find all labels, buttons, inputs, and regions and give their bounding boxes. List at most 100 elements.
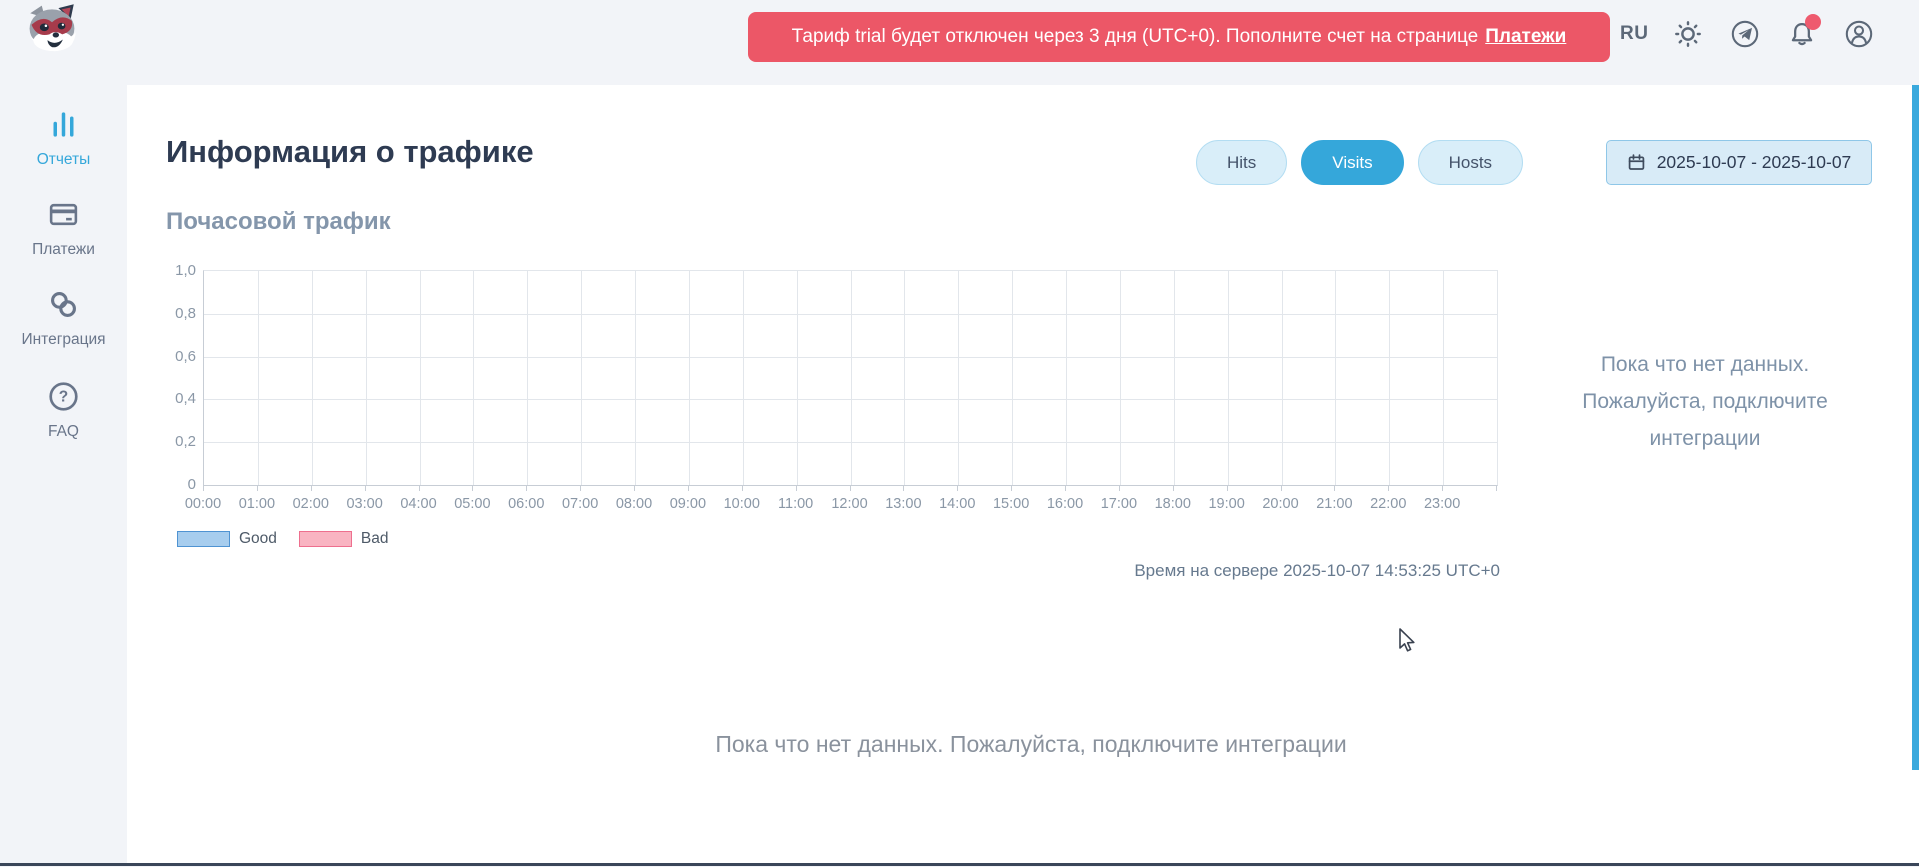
chart-legend: Good Bad [177,530,389,548]
sidebar-item-label: Отчеты [36,151,91,168]
x-axis-tick-label: 06:00 [508,496,545,512]
metric-tabs: Hits Visits Hosts [1196,140,1524,185]
raccoon-logo[interactable] [20,3,84,63]
date-range-picker[interactable]: 2025-10-07 - 2025-10-07 [1606,140,1872,185]
x-axis-tick-mark [1226,485,1228,491]
chart-empty-message: Пока что нет данных. Пожалуйста, подключ… [1538,346,1872,457]
calendar-icon [1628,154,1644,170]
server-time-label: Время на сервере 2025-10-07 14:53:25 UTC… [1134,561,1500,580]
tab-hosts[interactable]: Hosts [1417,140,1524,185]
sidebar-item-label: Интеграция [21,331,106,348]
gridline-horizontal [204,399,1497,401]
x-axis-tick-label: 08:00 [615,496,653,512]
y-axis-tick-label: 0,4 [175,390,196,408]
sidebar-item-label: FAQ [47,423,79,440]
gridline-horizontal [204,313,1497,315]
sidebar-item-faq[interactable]: ? FAQ [0,380,127,441]
x-axis-tick-mark [1388,485,1390,491]
y-axis-tick-label: 0 [187,476,196,493]
gridline-vertical [1335,271,1337,485]
svg-text:?: ? [59,389,68,406]
x-axis-tick-mark [634,485,635,491]
x-axis-tick-label: 07:00 [561,496,599,512]
x-axis-tick-label: 02:00 [292,496,329,512]
legend-swatch-good [177,531,230,547]
raccoon-logo-icon [29,4,76,52]
x-axis-tick-label: 16:00 [1046,496,1084,512]
gridline-vertical [958,271,960,485]
tab-visits[interactable]: Visits [1301,140,1404,185]
x-axis-tick-mark [364,485,366,491]
profile-icon [1846,20,1873,48]
sidebar: Отчеты Платежи Интеграция? FAQ [0,68,127,867]
x-axis-tick-mark [903,485,905,491]
gridline-vertical [257,271,259,485]
x-axis-tick-mark [1334,485,1336,491]
gridline-horizontal [204,356,1497,358]
profile-button[interactable] [1842,17,1876,51]
trial-warning-text: Тариф trial будет отключен через 3 дня (… [791,26,1479,47]
legend-label: Good [239,530,277,547]
y-axis-tick-label: 1,0 [175,262,196,279]
x-axis-tick-mark [580,485,582,491]
y-axis-tick-label: 0,6 [175,347,196,365]
x-axis-tick-label: 03:00 [346,496,383,512]
payments-link[interactable]: Платежи [1485,26,1567,47]
bottom-divider [0,863,1919,866]
x-axis-tick-mark [741,485,743,491]
x-axis-tick-mark [256,485,258,491]
gridline-vertical [635,271,636,485]
x-axis-tick-mark [849,485,851,491]
gridline-vertical [1443,271,1445,485]
trial-warning-banner: Тариф trial будет отключен через 3 дня (… [748,12,1610,62]
telegram-button[interactable] [1728,17,1762,51]
notifications-button[interactable] [1785,14,1822,51]
legend-item-bad: Bad [298,530,389,548]
x-axis-tick-mark [1118,485,1120,491]
x-axis-tick-label: 10:00 [723,496,760,512]
language-switcher[interactable]: RU [1620,23,1649,44]
page-title: Информация о трафике [166,134,534,169]
gridline-vertical [850,271,852,485]
gridline-vertical [419,271,421,485]
gridline-vertical [904,271,906,485]
x-axis-tick-mark [957,485,959,491]
sidebar-item-интеграция[interactable]: Интеграция [0,288,127,349]
x-axis-tick-label: 22:00 [1370,496,1407,512]
gridline-vertical [1227,271,1229,485]
x-axis-tick-label: 12:00 [831,496,868,512]
integration-icon [47,288,80,326]
x-axis-tick-mark [1172,485,1174,491]
x-axis-tick-mark [418,485,420,491]
sidebar-item-отчеты[interactable]: Отчеты [0,108,127,169]
gridline-vertical [581,271,583,485]
x-axis-tick-label: 13:00 [885,496,922,512]
x-axis-tick-mark [1442,485,1444,491]
x-axis-tick-label: 23:00 [1423,496,1461,512]
x-axis-tick-label: 20:00 [1262,496,1299,512]
telegram-icon [1732,20,1759,48]
x-axis-tick-mark [1065,485,1066,491]
chart-empty-message-text: Пока что нет данных. Пожалуйста, подключ… [1582,353,1828,450]
x-axis-tick-label: 00:00 [184,496,222,512]
x-axis-tick-mark [1011,485,1013,491]
legend-label: Bad [360,530,389,547]
hourly-traffic-chart [203,270,1498,486]
sun-icon [1675,21,1702,47]
x-axis-tick-label: 21:00 [1316,496,1353,512]
scrollbar-thumb[interactable] [1912,85,1919,770]
notification-dot [1805,14,1822,30]
x-axis-tick-label: 11:00 [778,496,814,512]
theme-toggle-button[interactable] [1671,17,1705,51]
x-axis-tick-label: 05:00 [454,496,491,512]
sidebar-item-платежи[interactable]: Платежи [0,198,127,259]
legend-swatch-bad [298,531,352,547]
gridline-horizontal [204,442,1497,444]
x-axis-tick-mark [526,485,528,491]
faq-icon: ? [47,380,80,418]
tab-hits[interactable]: Hits [1196,140,1288,185]
x-axis-tick-label: 09:00 [669,496,707,512]
x-axis-tick-mark [203,485,204,491]
date-range-value: 2025-10-07 - 2025-10-07 [1656,152,1852,172]
